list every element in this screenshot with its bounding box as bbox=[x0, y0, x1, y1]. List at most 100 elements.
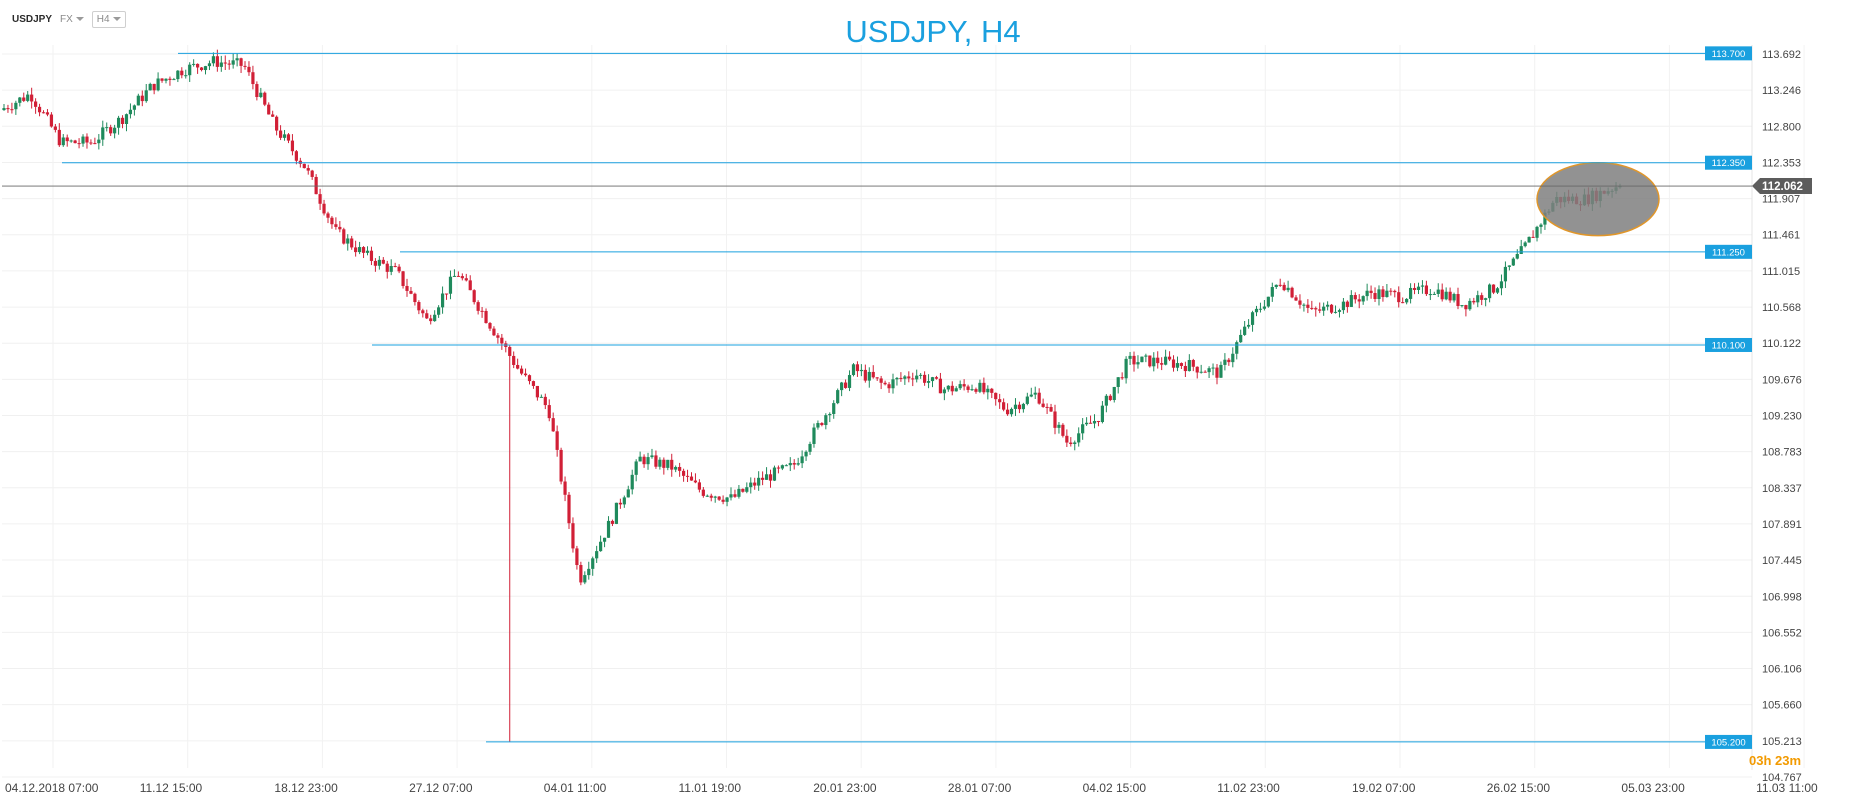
candle-up bbox=[1223, 359, 1227, 365]
candle-down bbox=[693, 480, 698, 483]
candle-up bbox=[2, 108, 6, 111]
level-tag-text: 113.700 bbox=[1712, 49, 1746, 60]
candle-up bbox=[259, 92, 263, 98]
bar-countdown: 03h 23m bbox=[1749, 753, 1802, 768]
candle-down bbox=[678, 466, 682, 471]
candle-down bbox=[1069, 442, 1073, 445]
candle-up bbox=[357, 247, 362, 253]
candle-down bbox=[1171, 359, 1176, 368]
candle-down bbox=[938, 378, 943, 394]
candle-down bbox=[1282, 284, 1286, 291]
candle-up bbox=[780, 465, 784, 469]
candle-up bbox=[1365, 290, 1369, 297]
candle-down bbox=[567, 494, 571, 524]
candle-down bbox=[1191, 360, 1195, 367]
candle-down bbox=[22, 97, 26, 101]
candle-down bbox=[306, 168, 310, 171]
symbol-label[interactable]: USDJPY bbox=[12, 13, 53, 25]
candle-up bbox=[136, 95, 140, 106]
x-tick-label: 04.01 11:00 bbox=[544, 781, 607, 795]
x-tick-label: 27.12 07:00 bbox=[409, 781, 473, 795]
y-tick-label: 110.568 bbox=[1762, 302, 1801, 314]
candle-up bbox=[1460, 305, 1464, 307]
x-tick-label: 05.03 23:00 bbox=[1621, 781, 1685, 795]
candle-up bbox=[800, 456, 804, 464]
candle-up bbox=[148, 83, 152, 91]
candle-up bbox=[614, 502, 619, 524]
candle-up bbox=[757, 477, 761, 486]
candle-down bbox=[855, 364, 860, 372]
candle-down bbox=[551, 418, 555, 432]
candle-up bbox=[1488, 284, 1492, 299]
candle-down bbox=[417, 302, 421, 311]
candle-up bbox=[1073, 442, 1077, 445]
candle-up bbox=[666, 459, 670, 468]
candle-down bbox=[472, 290, 476, 303]
candle-up bbox=[61, 137, 65, 146]
candle-up bbox=[970, 389, 974, 391]
candle-up bbox=[192, 63, 196, 65]
candle-up bbox=[658, 459, 662, 467]
candle-up bbox=[132, 105, 136, 110]
candle-down bbox=[215, 56, 219, 67]
chart-toolbar: USDJPY FX H4 bbox=[12, 10, 126, 28]
candle-down bbox=[950, 385, 954, 392]
candle-up bbox=[437, 307, 441, 315]
candle-down bbox=[1215, 367, 1219, 378]
candle-up bbox=[1254, 308, 1259, 313]
candle-down bbox=[30, 94, 34, 102]
level-tag bbox=[1705, 734, 1752, 749]
candle-down bbox=[488, 323, 492, 329]
candle-up bbox=[832, 403, 836, 414]
candle-down bbox=[642, 456, 646, 465]
candle-down bbox=[350, 238, 354, 248]
candle-up bbox=[836, 390, 840, 404]
candle-up bbox=[1262, 306, 1267, 309]
timeframe-dropdown[interactable]: H4 bbox=[91, 10, 126, 28]
candle-up bbox=[346, 238, 350, 244]
candle-up bbox=[1164, 356, 1168, 365]
candle-up bbox=[176, 70, 180, 80]
market-dropdown[interactable]: FX bbox=[60, 14, 84, 25]
candle-down bbox=[468, 280, 472, 291]
y-tick-label: 105.213 bbox=[1762, 736, 1802, 748]
candle-up bbox=[745, 487, 749, 492]
candle-down bbox=[160, 78, 164, 81]
y-tick-label: 108.337 bbox=[1762, 483, 1802, 495]
candle-down bbox=[381, 259, 385, 264]
candle-down bbox=[361, 247, 366, 253]
candle-up bbox=[1077, 433, 1081, 443]
candle-up bbox=[725, 497, 729, 502]
candle-down bbox=[239, 58, 243, 66]
candle-down bbox=[863, 369, 867, 381]
candle-down bbox=[820, 423, 824, 426]
candle-down bbox=[263, 92, 267, 105]
candle-down bbox=[1448, 291, 1452, 301]
candle-up bbox=[867, 371, 871, 381]
candle-down bbox=[85, 136, 89, 143]
candle-down bbox=[1037, 392, 1041, 404]
candle-up bbox=[231, 60, 235, 65]
candle-down bbox=[654, 455, 658, 467]
candle-down bbox=[1480, 295, 1484, 300]
candle-down bbox=[1369, 290, 1373, 294]
candle-up bbox=[1231, 353, 1235, 363]
candle-down bbox=[1329, 304, 1334, 313]
candle-up bbox=[591, 558, 595, 569]
candle-down bbox=[1148, 355, 1152, 367]
candle-down bbox=[318, 194, 322, 204]
candle-down bbox=[302, 163, 306, 169]
candle-down bbox=[401, 271, 405, 286]
candle-up bbox=[1219, 364, 1223, 378]
candle-up bbox=[796, 463, 800, 465]
candle-up bbox=[1322, 306, 1326, 311]
candle-up bbox=[1128, 355, 1132, 359]
y-tick-label: 112.353 bbox=[1762, 157, 1801, 169]
candle-down bbox=[531, 381, 536, 386]
candle-down bbox=[500, 337, 504, 344]
candle-down bbox=[792, 463, 796, 465]
candle-up bbox=[705, 495, 709, 497]
candle-up bbox=[105, 127, 109, 129]
candle-down bbox=[196, 63, 200, 68]
